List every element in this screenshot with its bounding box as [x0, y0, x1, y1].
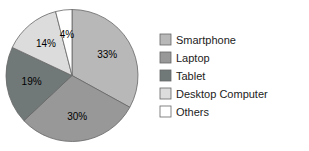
legend-label: Desktop Computer: [176, 88, 268, 100]
legend-item: Smartphone: [160, 34, 236, 46]
legend-swatch: [160, 70, 171, 81]
chart: 33% 30% 19% 14% 4% Smartphone Laptop Tablet Desk…: [0, 0, 309, 151]
legend-swatch: [160, 52, 171, 63]
legend-label: Tablet: [176, 70, 205, 82]
legend-item: Desktop Computer: [160, 88, 268, 100]
legend-swatch: [160, 106, 171, 117]
legend-item: Laptop: [160, 52, 210, 64]
data-label: 19%: [22, 76, 42, 87]
data-label: 30%: [67, 111, 87, 122]
legend-swatch: [160, 88, 171, 99]
legend-label: Others: [176, 106, 210, 118]
legend: Smartphone Laptop Tablet Desktop Computer Ot…: [160, 34, 268, 118]
data-label: 4%: [60, 29, 75, 40]
legend-label: Smartphone: [176, 34, 236, 46]
legend-item: Others: [160, 106, 210, 118]
legend-label: Laptop: [176, 52, 210, 64]
legend-item: Tablet: [160, 70, 205, 82]
data-label: 14%: [36, 38, 56, 49]
pie: 33% 30% 19% 14% 4%: [6, 10, 138, 142]
legend-swatch: [160, 34, 171, 45]
data-label: 33%: [97, 49, 117, 60]
slice: [56, 10, 72, 76]
